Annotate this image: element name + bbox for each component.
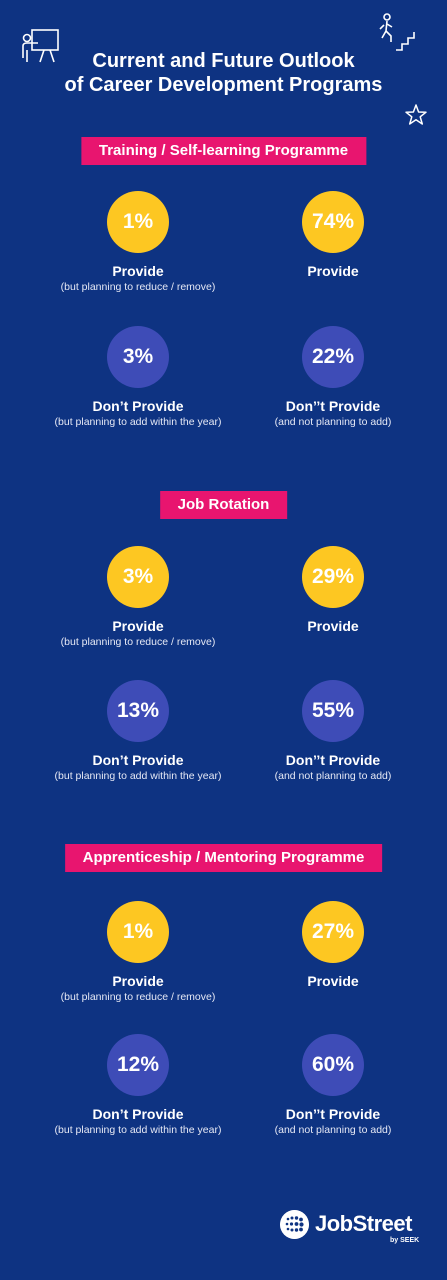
section-banner: Apprenticeship / Mentoring Programme [64, 844, 383, 872]
stat-label: Don’’t Provide [285, 752, 381, 768]
stat-value: 3% [107, 546, 169, 608]
stat-value: 13% [107, 680, 169, 742]
stat-card: 1% Provide (but planning to reduce / rem… [38, 901, 238, 1004]
stat-label: Don’’t Provide [285, 1106, 381, 1122]
stat-label: Don’t Provide [92, 752, 184, 768]
stat-label: Provide [112, 973, 164, 989]
stat-sublabel: (and not planning to add) [274, 770, 392, 782]
stat-card: 3% Provide (but planning to reduce / rem… [38, 546, 238, 649]
stat-card: 13% Don’t Provide (but planning to add w… [38, 680, 238, 783]
section-banner: Job Rotation [159, 491, 288, 519]
stat-value: 27% [302, 901, 364, 963]
title-line-1: Current and Future Outlook [92, 50, 355, 72]
stat-card: 12% Don’t Provide (but planning to add w… [38, 1034, 238, 1137]
stat-value: 22% [302, 326, 364, 388]
jobstreet-logo-icon [280, 1210, 309, 1239]
stat-card: 60% Don’’t Provide (and not planning to … [233, 1034, 433, 1137]
stat-sublabel: (but planning to add within the year) [54, 770, 222, 782]
stat-value: 55% [302, 680, 364, 742]
stat-sublabel: (but planning to reduce / remove) [60, 636, 216, 648]
stat-value: 12% [107, 1034, 169, 1096]
stat-label: Provide [112, 263, 164, 279]
stat-sublabel: (but planning to reduce / remove) [60, 281, 216, 293]
stat-card: 27% Provide [233, 901, 433, 990]
logo-tagline: by SEEK [390, 1237, 420, 1244]
stat-sublabel: (and not planning to add) [274, 416, 392, 428]
stat-sublabel: (but planning to add within the year) [54, 1124, 222, 1136]
stat-value: 3% [107, 326, 169, 388]
page-title: Current and Future Outlook of Career Dev… [0, 49, 447, 97]
title-line-2: of Career Development Programs [64, 74, 383, 96]
stat-card: 3% Don’t Provide (but planning to add wi… [38, 326, 238, 429]
star-outline-icon [405, 104, 427, 125]
stat-card: 1% Provide (but planning to reduce / rem… [38, 191, 238, 294]
section-apprenticeship: Apprenticeship / Mentoring Programme 1% … [0, 844, 447, 1144]
stat-value: 60% [302, 1034, 364, 1096]
stat-value: 1% [107, 191, 169, 253]
stat-label: Don’t Provide [92, 398, 184, 414]
section-training: Training / Self-learning Programme 1% Pr… [0, 137, 447, 437]
stat-label: Don’t Provide [92, 1106, 184, 1122]
presentation-trainer-icon [22, 29, 59, 63]
stat-label: Don’’t Provide [285, 398, 381, 414]
stat-card: 29% Provide [233, 546, 433, 635]
stat-label: Provide [307, 263, 359, 279]
stairs-climb-icon [379, 13, 415, 51]
stat-card: 22% Don’’t Provide (and not planning to … [233, 326, 433, 429]
jobstreet-logo: JobStreet by SEEK [280, 1208, 425, 1248]
stat-card: 55% Don’’t Provide (and not planning to … [233, 680, 433, 783]
stat-sublabel: (but planning to reduce / remove) [60, 991, 216, 1003]
stat-label: Provide [307, 973, 359, 989]
stat-value: 74% [302, 191, 364, 253]
section-job-rotation: Job Rotation 3% Provide (but planning to… [0, 491, 447, 791]
stat-sublabel: (but planning to add within the year) [54, 416, 222, 428]
logo-wordmark: JobStreet [315, 1211, 412, 1236]
stat-value: 1% [107, 901, 169, 963]
stat-sublabel: (and not planning to add) [274, 1124, 392, 1136]
stat-card: 74% Provide [233, 191, 433, 280]
stat-value: 29% [302, 546, 364, 608]
section-banner: Training / Self-learning Programme [80, 137, 367, 165]
stat-label: Provide [112, 618, 164, 634]
stat-label: Provide [307, 618, 359, 634]
